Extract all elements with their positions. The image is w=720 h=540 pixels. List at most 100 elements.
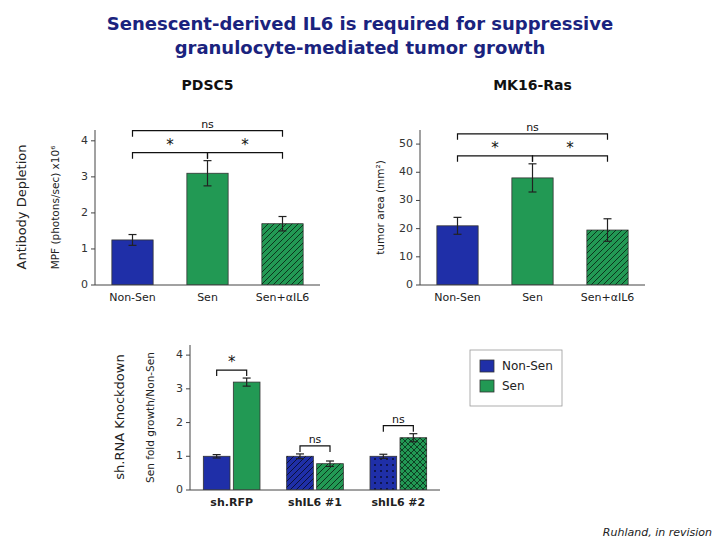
x-tick-label: Sen+αIL6 bbox=[581, 291, 635, 304]
error-cap bbox=[243, 386, 251, 387]
title-line: granulocyte-mediated tumor growth bbox=[175, 37, 546, 58]
error-cap bbox=[529, 191, 537, 192]
y-tick-label: 1 bbox=[81, 242, 88, 255]
error-line bbox=[299, 454, 300, 459]
error-cap bbox=[379, 454, 387, 455]
error-line bbox=[282, 217, 283, 231]
y-tick bbox=[91, 212, 95, 213]
chart: 01234sh.RFPshIL6 #1shIL6 #2Sen fold grow… bbox=[144, 345, 562, 509]
error-cap bbox=[454, 217, 462, 218]
error-cap bbox=[279, 230, 287, 231]
y-tick-label: 0 bbox=[81, 278, 88, 291]
error-bar bbox=[204, 161, 212, 186]
significance-bracket bbox=[133, 131, 283, 137]
section-label: Ruhland, in revision bbox=[603, 526, 712, 539]
y-tick-label: 40 bbox=[399, 165, 413, 178]
error-bar bbox=[129, 235, 137, 246]
bar bbox=[203, 456, 230, 490]
plot-area bbox=[437, 164, 628, 285]
bar-hatch bbox=[400, 438, 427, 490]
section-label: sh.RNA Knockdown bbox=[112, 354, 127, 479]
error-line bbox=[246, 378, 247, 386]
bar bbox=[437, 226, 478, 285]
legend-swatch bbox=[480, 380, 494, 392]
y-axis-line bbox=[95, 130, 96, 285]
significance-label: ns bbox=[392, 413, 405, 426]
legend-swatch bbox=[480, 360, 494, 372]
figure-title: Senescent-derived IL6 is required for su… bbox=[107, 13, 613, 58]
error-cap bbox=[204, 185, 212, 186]
y-tick-label: 3 bbox=[81, 170, 88, 183]
x-tick-label: Sen+αIL6 bbox=[256, 291, 310, 304]
legend-label: Non-Sen bbox=[502, 359, 553, 373]
y-axis-line bbox=[420, 130, 421, 285]
y-tick bbox=[91, 140, 95, 141]
error-bar bbox=[296, 454, 304, 459]
error-bar bbox=[326, 461, 334, 466]
chart: 01234Non-SenSenSen+αIL6PDSC5MPF (photons… bbox=[49, 77, 320, 304]
bar-hatch bbox=[287, 456, 314, 490]
x-tick-label: Sen bbox=[522, 291, 543, 304]
error-cap bbox=[129, 245, 137, 246]
bar bbox=[112, 240, 153, 285]
error-cap bbox=[454, 234, 462, 235]
plot-area bbox=[112, 161, 303, 285]
error-line bbox=[413, 434, 414, 442]
error-cap bbox=[204, 160, 212, 161]
error-bar bbox=[379, 454, 387, 458]
error-cap bbox=[529, 163, 537, 164]
error-line bbox=[457, 217, 458, 234]
legend: Non-SenSen bbox=[470, 350, 562, 406]
error-line bbox=[532, 164, 533, 192]
error-cap bbox=[326, 466, 334, 467]
x-tick-label: sh.RFP bbox=[210, 496, 253, 509]
y-tick bbox=[186, 456, 190, 457]
y-tick-label: 2 bbox=[81, 206, 88, 219]
y-tick bbox=[91, 285, 95, 286]
y-tick-label: 0 bbox=[406, 278, 413, 291]
y-tick-label: 30 bbox=[399, 193, 413, 206]
x-axis-line bbox=[95, 285, 320, 286]
significance-bracket bbox=[383, 426, 413, 432]
y-axis-label: Sen fold growth/Non-Sen bbox=[144, 352, 156, 483]
y-tick bbox=[416, 228, 420, 229]
bar bbox=[233, 382, 260, 490]
bar bbox=[512, 178, 553, 285]
y-tick bbox=[91, 248, 95, 249]
title-line: Senescent-derived IL6 is required for su… bbox=[107, 13, 613, 34]
x-axis-line bbox=[190, 490, 440, 491]
bar-hatch bbox=[370, 456, 397, 490]
y-axis-label: MPF (photons/sec) x10⁶ bbox=[49, 146, 61, 270]
error-cap bbox=[213, 457, 221, 458]
bar bbox=[187, 173, 228, 285]
y-tick-label: 4 bbox=[176, 348, 183, 361]
error-cap bbox=[296, 453, 304, 454]
error-line bbox=[607, 219, 608, 242]
error-cap bbox=[326, 460, 334, 461]
y-tick-label: 4 bbox=[81, 134, 88, 147]
bar-hatch bbox=[317, 464, 344, 490]
error-bar bbox=[529, 164, 537, 192]
significance-bracket bbox=[300, 446, 330, 452]
y-tick bbox=[416, 144, 420, 145]
significance-label: * bbox=[228, 353, 236, 371]
error-cap bbox=[409, 441, 417, 442]
error-cap bbox=[213, 454, 221, 455]
error-cap bbox=[604, 241, 612, 242]
error-cap bbox=[243, 377, 251, 378]
y-tick bbox=[416, 285, 420, 286]
significance-label: ns bbox=[309, 433, 322, 446]
y-tick bbox=[416, 256, 420, 257]
figure: Senescent-derived IL6 is required for su… bbox=[0, 0, 720, 540]
y-tick bbox=[186, 388, 190, 389]
y-tick-label: 50 bbox=[399, 137, 413, 150]
error-bar bbox=[409, 434, 417, 442]
error-bar bbox=[454, 217, 462, 234]
error-cap bbox=[379, 458, 387, 459]
y-tick-label: 1 bbox=[176, 449, 183, 462]
error-cap bbox=[129, 234, 137, 235]
y-tick-label: 10 bbox=[399, 250, 413, 263]
bar bbox=[370, 456, 397, 490]
significance-bracket bbox=[458, 134, 608, 140]
significance-label: ns bbox=[526, 121, 539, 134]
